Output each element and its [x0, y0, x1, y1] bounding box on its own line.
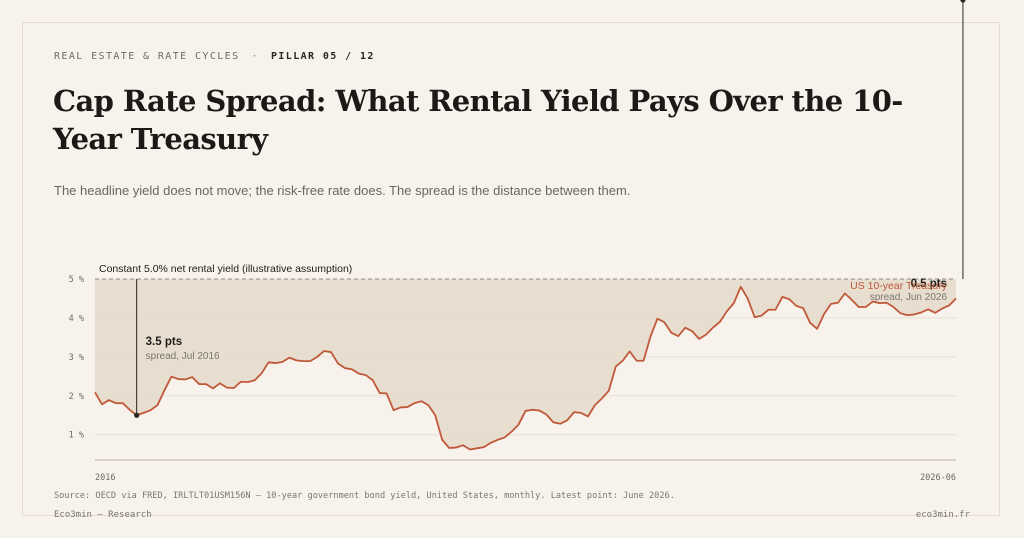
- x-tick-label: 2026-06: [920, 473, 956, 483]
- y-tick-label: 4 %: [69, 314, 84, 324]
- y-tick-label: 2 %: [69, 392, 84, 402]
- x-tick-label: 2016: [95, 473, 115, 483]
- kicker: REAL ESTATE & RATE CYCLES · PILLAR 05 / 12: [54, 51, 375, 62]
- source-note: Source: OECD via FRED, IRLTLT01USM156N —…: [54, 491, 675, 501]
- series-line-us-10y: [94, 285, 957, 451]
- page-title: Cap Rate Spread: What Rental Yield Pays …: [53, 84, 903, 156]
- spread-marker-dot: [134, 412, 140, 418]
- spread-annotation-note: spread, Jul 2016: [146, 351, 220, 362]
- y-tick-label: 5 %: [69, 275, 84, 285]
- footer-site: eco3min.fr: [915, 510, 970, 520]
- card-frame: [22, 22, 1000, 516]
- reference-label: Constant 5.0% net rental yield (illustra…: [99, 263, 352, 275]
- kicker-category: REAL ESTATE & RATE CYCLES: [54, 51, 240, 62]
- kicker-separator: ·: [251, 51, 259, 62]
- y-tick-label: 1 %: [69, 431, 84, 441]
- spread-annotation-value: 3.5 pts: [146, 336, 182, 348]
- spread-annotation-note: spread, Jun 2026: [870, 292, 948, 303]
- y-tick-label: 3 %: [69, 353, 84, 363]
- kicker-pillar: PILLAR 05 / 12: [270, 51, 375, 62]
- footer-brand: Eco3min — Research: [54, 510, 152, 520]
- spread-marker-dot: [960, 0, 966, 3]
- spread-area: [95, 279, 956, 450]
- series-label: US 10-year Treasury: [850, 280, 948, 292]
- page-subtitle: The headline yield does not move; the ri…: [54, 183, 631, 198]
- spread-annotation-value: 0.5 pts: [911, 278, 947, 290]
